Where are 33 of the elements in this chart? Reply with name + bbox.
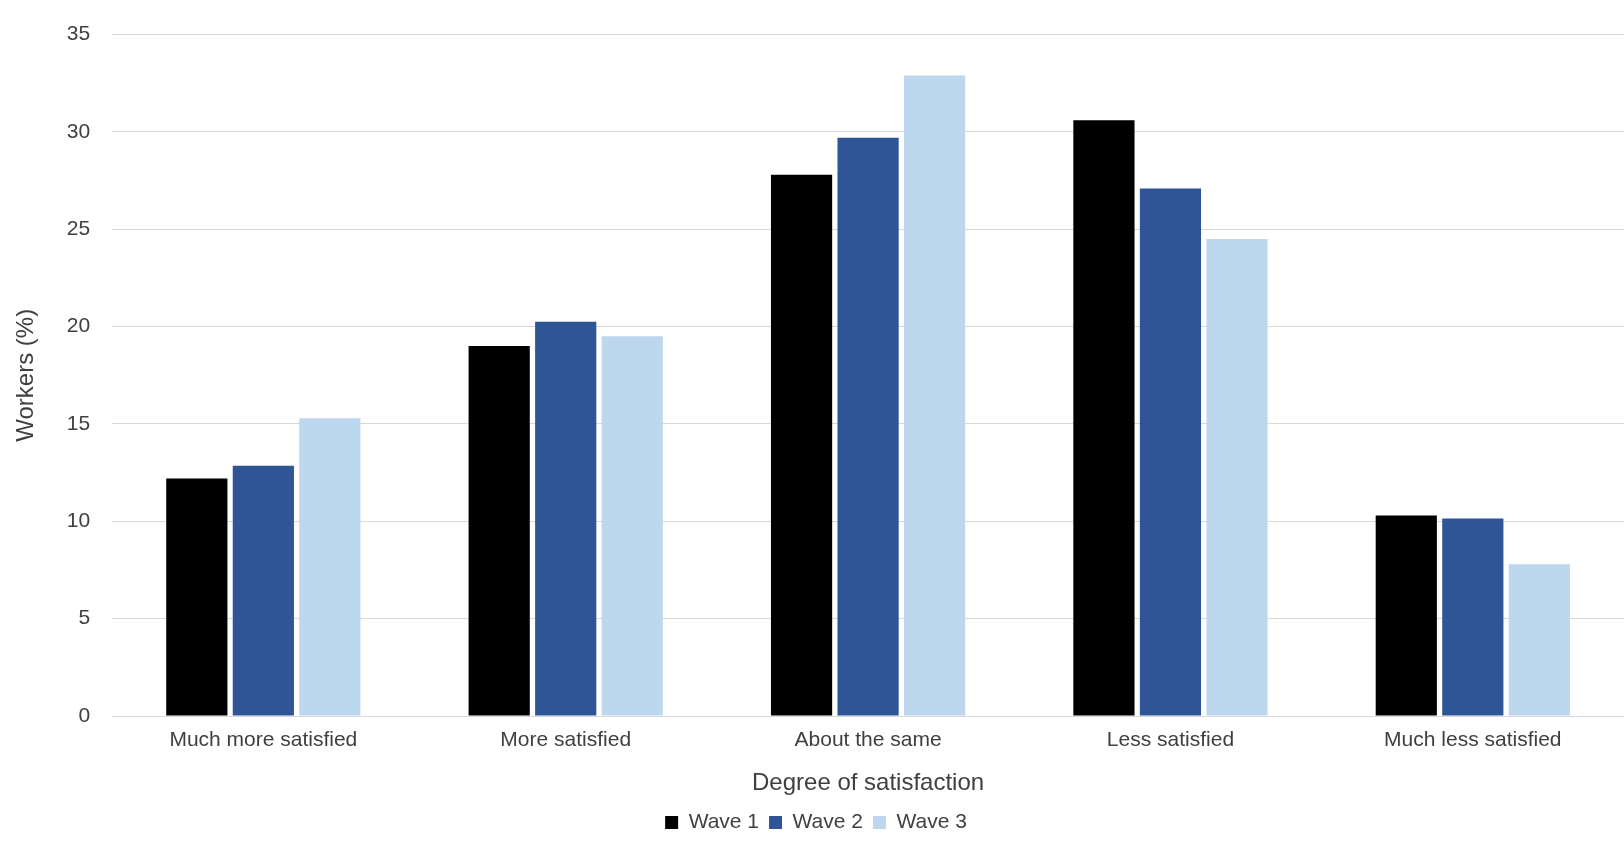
y-tick-label: 5 <box>78 605 91 629</box>
bar <box>1508 564 1570 716</box>
bar <box>1139 188 1202 716</box>
bar <box>535 321 597 716</box>
y-tick-label: 20 <box>66 313 91 337</box>
x-axis-title: Degree of satisfaction <box>752 768 985 796</box>
y-tick-label: 25 <box>66 216 91 240</box>
bar <box>1375 515 1437 716</box>
bar <box>601 336 663 716</box>
bar <box>837 137 899 716</box>
y-tick-label: 0 <box>78 702 91 726</box>
bar <box>1073 120 1135 716</box>
bar <box>770 174 833 716</box>
bar <box>232 465 294 716</box>
bar <box>166 478 228 716</box>
legend-label: Wave 3 <box>896 809 967 833</box>
bar <box>904 75 966 716</box>
x-tick-label: More satisfied <box>500 727 632 751</box>
y-tick-label: 30 <box>66 118 91 142</box>
bar <box>1442 518 1504 716</box>
y-tick-label: 10 <box>66 508 91 532</box>
x-tick-label: About the same <box>794 727 942 751</box>
y-tick-label: 15 <box>66 410 91 434</box>
bar <box>1206 239 1268 716</box>
x-tick-label: Much less satisfied <box>1384 727 1562 751</box>
bar <box>299 418 361 716</box>
y-axis-title: Workers (%) <box>11 308 39 442</box>
x-tick-label: Much more satisfied <box>169 727 358 751</box>
x-tick-label: Less satisfied <box>1106 727 1235 751</box>
legend-label: Wave 2 <box>792 809 863 833</box>
y-tick-label: 35 <box>66 21 91 45</box>
legend-label: Wave 1 <box>688 809 760 833</box>
bar <box>468 346 530 716</box>
